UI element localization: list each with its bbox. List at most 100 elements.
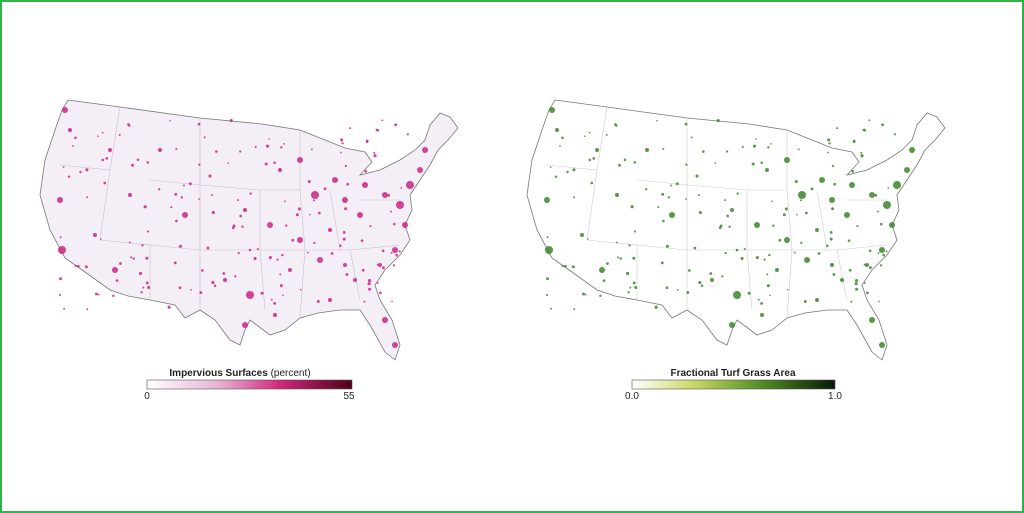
urban-spot <box>344 207 348 211</box>
urban-spot <box>584 135 586 137</box>
urban-spot <box>580 233 584 237</box>
urban-spot <box>182 212 188 218</box>
urban-spot <box>363 300 366 303</box>
urban-spot <box>854 282 858 286</box>
urban-spot <box>170 206 173 209</box>
urban-spot <box>316 300 320 303</box>
urban-spot <box>213 284 217 287</box>
urban-spot <box>357 212 363 218</box>
urban-spot <box>815 228 819 232</box>
urban-spot <box>866 291 869 295</box>
urban-spot <box>805 211 808 215</box>
urban-spot <box>799 199 802 202</box>
urban-spot <box>667 196 671 199</box>
urban-spot <box>278 168 282 172</box>
urban-spot <box>614 123 617 126</box>
urban-spot <box>197 122 201 126</box>
urban-spot <box>693 246 697 250</box>
urban-spot <box>904 167 910 173</box>
urban-spot <box>367 278 372 283</box>
urban-spot <box>726 214 730 218</box>
map-impervious <box>39 99 459 361</box>
urban-spot <box>79 170 82 174</box>
urban-spot <box>868 249 872 253</box>
urban-spot <box>592 157 596 160</box>
urban-spot <box>264 162 268 166</box>
urban-spot <box>755 138 757 140</box>
urban-spot <box>57 197 63 203</box>
urban-spot <box>417 167 423 173</box>
urban-spot <box>58 246 66 254</box>
urban-spot <box>830 263 834 267</box>
urban-spot <box>794 180 798 184</box>
urban-spot <box>203 136 206 139</box>
urban-spot <box>332 177 338 183</box>
urban-spot <box>625 271 630 276</box>
urban-spot <box>237 199 240 202</box>
urban-spot <box>698 210 702 215</box>
urban-spot <box>588 131 591 134</box>
urban-spot <box>784 207 788 211</box>
legend-title: Impervious Surfaces (percent) <box>169 368 310 379</box>
urban-spot <box>283 142 285 145</box>
urban-spot <box>863 263 866 266</box>
urban-spot <box>877 210 879 213</box>
urban-spot <box>86 308 89 311</box>
urban-spot <box>879 342 885 348</box>
urban-spot <box>602 279 606 282</box>
urban-spot <box>700 284 704 287</box>
urban-spot <box>766 273 769 276</box>
urban-spot <box>728 225 731 228</box>
urban-spot <box>590 181 594 185</box>
urban-spot <box>657 206 660 209</box>
urban-spot <box>340 138 344 142</box>
urban-spot <box>398 250 401 253</box>
urban-spot <box>129 256 132 259</box>
urban-spot <box>381 119 384 122</box>
urban-spot <box>860 151 863 154</box>
urban-spot <box>724 251 727 255</box>
urban-spot <box>730 208 734 212</box>
urban-spot <box>831 164 834 168</box>
urban-spot <box>208 174 212 178</box>
urban-spot <box>554 175 558 179</box>
urban-spot <box>849 182 855 188</box>
urban-spot <box>855 287 859 291</box>
urban-spot <box>406 181 414 189</box>
urban-spot <box>285 224 288 227</box>
urban-spot <box>391 300 393 303</box>
urban-spot <box>630 205 634 209</box>
urban-spot <box>72 144 74 147</box>
urban-spot <box>796 213 798 216</box>
urban-spot <box>273 301 277 305</box>
urban-spot <box>752 144 757 148</box>
urban-spot <box>778 238 782 242</box>
urban-spot <box>141 244 144 247</box>
urban-spot <box>382 266 385 270</box>
urban-spot <box>131 163 134 167</box>
urban-spot <box>339 244 342 248</box>
urban-spot <box>736 192 739 195</box>
urban-spot <box>381 249 385 253</box>
urban-spot <box>178 286 182 290</box>
urban-spot <box>710 278 714 282</box>
urban-spot <box>665 244 669 248</box>
urban-spot <box>771 200 773 203</box>
urban-spot <box>879 222 883 226</box>
urban-spot <box>86 196 89 199</box>
urban-spot <box>234 275 237 278</box>
urban-spot <box>819 177 825 183</box>
urban-spot <box>268 138 270 140</box>
urban-spot <box>549 166 552 169</box>
urban-spot <box>833 182 837 186</box>
urban-spot <box>760 161 763 164</box>
urban-spot <box>862 128 866 132</box>
urban-spot <box>669 212 675 218</box>
urban-spot <box>810 187 814 191</box>
urban-spot <box>848 268 852 272</box>
urban-spot <box>629 286 632 289</box>
urban-spot <box>392 342 398 348</box>
urban-spot <box>265 144 270 148</box>
